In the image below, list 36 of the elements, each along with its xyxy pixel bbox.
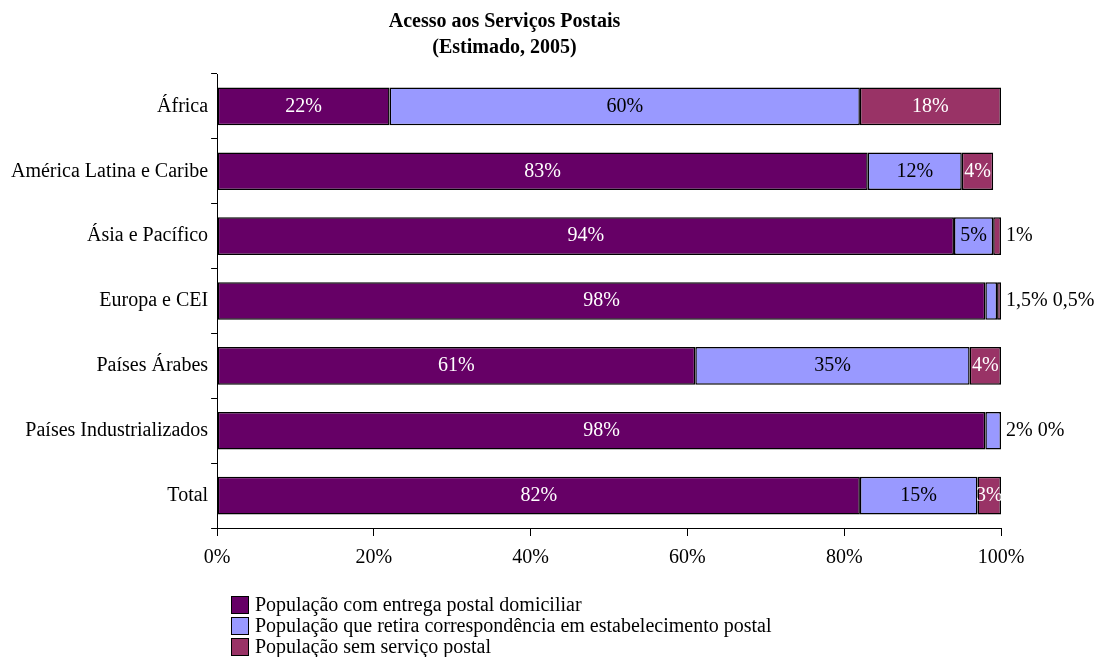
data-label: 98% — [583, 288, 620, 311]
y-tick-label: Europa e CEI — [99, 288, 209, 312]
data-label: 2% — [1006, 417, 1033, 440]
y-tick-label: África — [157, 93, 209, 116]
data-label: 1,5% — [1006, 288, 1048, 311]
data-label: 98% — [583, 417, 620, 440]
data-label: 35% — [814, 353, 851, 376]
data-label: 94% — [567, 223, 605, 246]
data-label: 83% — [524, 158, 562, 181]
chart-title: Acesso aos Serviços Postais — [388, 9, 621, 33]
y-tick-label: Países Industrializados — [25, 417, 209, 440]
y-tick-label: Ásia e Pacífico — [87, 223, 209, 246]
data-label: 60% — [606, 93, 644, 116]
data-label: 15% — [900, 482, 938, 505]
data-label: 4% — [964, 158, 991, 181]
data-label: 1% — [1006, 223, 1033, 246]
chart-subtitle: (Estimado, 2005) — [432, 35, 577, 59]
x-tick-label: 60% — [669, 545, 706, 568]
data-label: 22% — [285, 93, 322, 116]
data-label: 61% — [438, 353, 475, 376]
data-label: 5% — [960, 223, 987, 246]
x-tick-label: 100% — [977, 545, 1025, 568]
x-tick-label: 80% — [825, 545, 863, 568]
data-label: 18% — [912, 93, 949, 116]
data-label: 82% — [520, 482, 558, 505]
data-label: 0,5% — [1052, 288, 1095, 311]
legend-label: População com entrega postal domiciliar — [255, 593, 582, 615]
y-tick-label: Países Árabes — [96, 353, 209, 376]
data-label: 12% — [896, 158, 934, 181]
data-label: 4% — [971, 353, 999, 376]
x-tick-label: 0% — [203, 545, 231, 568]
data-label: 0% — [1037, 417, 1065, 440]
y-tick-label: América Latina e Caribe — [10, 158, 209, 181]
y-tick-label: Total — [167, 482, 209, 505]
x-tick-label: 40% — [512, 545, 550, 568]
x-tick-label: 20% — [355, 545, 393, 568]
